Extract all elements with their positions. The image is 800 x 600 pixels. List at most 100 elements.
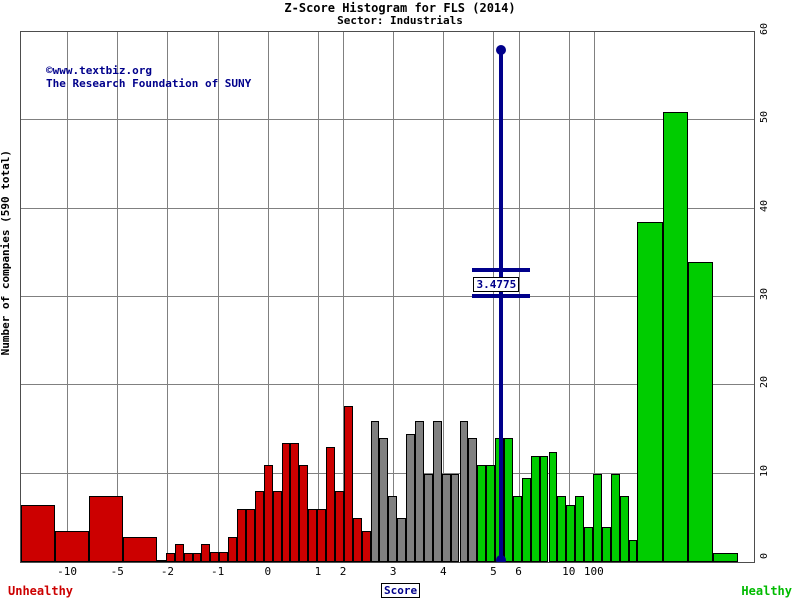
- histogram-bar: [388, 495, 398, 562]
- x-tick-label: 4: [440, 565, 447, 578]
- gridline-vertical: [67, 32, 69, 562]
- chart-title: Z-Score Histogram for FLS (2014): [284, 1, 516, 15]
- histogram-bar: [406, 433, 415, 562]
- marker-line: [499, 49, 504, 562]
- y-tick-label: 20: [759, 376, 770, 389]
- histogram-bar: [379, 438, 389, 562]
- x-tick-label: -2: [160, 565, 175, 578]
- gridline-horizontal: [21, 119, 754, 121]
- legend-unhealthy: Unhealthy: [8, 584, 74, 598]
- histogram-bar: [486, 464, 496, 562]
- histogram-bar: [539, 456, 549, 562]
- histogram-bar: [334, 491, 344, 562]
- histogram-bar: [21, 504, 55, 562]
- legend-healthy: Healthy: [741, 584, 792, 598]
- gridline-vertical: [568, 32, 570, 562]
- histogram-bar: [619, 495, 629, 562]
- histogram-bar: [477, 464, 487, 562]
- histogram-bar: [165, 553, 175, 562]
- marker-dot-bottom: [496, 555, 507, 562]
- histogram-bar: [415, 420, 424, 562]
- histogram-bar: [370, 420, 380, 562]
- y-tick-label: 0: [759, 553, 770, 560]
- histogram-bar: [183, 553, 193, 562]
- histogram-bar: [432, 420, 442, 562]
- histogram-bar: [450, 473, 460, 562]
- gridline-horizontal: [21, 384, 754, 386]
- histogram-bar: [88, 495, 123, 562]
- plot-area: 3.4775 ©www.textbiz.org The Research Fou…: [20, 31, 755, 563]
- gridline-vertical: [393, 32, 395, 562]
- x-tick-label: 0: [264, 565, 272, 578]
- histogram-bar: [441, 473, 451, 562]
- histogram-bar: [610, 473, 620, 562]
- histogram-bar: [299, 464, 309, 562]
- chart-subtitle: Sector: Industrials: [337, 14, 463, 27]
- gridline-vertical: [317, 32, 319, 562]
- y-tick-label: 40: [759, 199, 770, 212]
- histogram-bar: [459, 420, 469, 562]
- histogram-bar: [584, 526, 593, 562]
- histogram-bar: [423, 473, 433, 562]
- x-tick-label: 100: [583, 565, 604, 578]
- histogram-bar: [530, 456, 540, 562]
- x-axis-label-score: Score: [381, 583, 421, 598]
- histogram-bar: [512, 495, 522, 562]
- gridline-vertical: [167, 32, 169, 562]
- credit-line-2: The Research Foundation of SUNY: [46, 77, 252, 90]
- histogram-bar: [290, 442, 300, 562]
- gridline-horizontal: [21, 31, 754, 32]
- x-tick-label: 10: [562, 565, 576, 578]
- histogram-bar: [54, 531, 89, 562]
- histogram-bar: [326, 447, 335, 562]
- gridline-vertical: [117, 32, 119, 562]
- y-tick-label: 50: [759, 111, 770, 124]
- histogram-bar: [352, 517, 362, 562]
- histogram-bar: [687, 261, 713, 562]
- gridline-horizontal: [21, 207, 754, 209]
- histogram-bar: [343, 405, 353, 562]
- credit-line-1: ©www.textbiz.org: [46, 64, 152, 77]
- histogram-bar: [397, 517, 407, 562]
- histogram-bar: [201, 544, 211, 562]
- histogram-bar: [548, 451, 558, 562]
- histogram-bar: [281, 442, 291, 562]
- histogram-bar: [254, 491, 264, 562]
- gridline-horizontal: [21, 296, 754, 297]
- histogram-bar: [192, 553, 202, 562]
- gridline-vertical: [593, 32, 595, 562]
- histogram-bar: [557, 495, 567, 562]
- marker-bracket-bottom: [472, 293, 531, 298]
- histogram-bar: [272, 491, 282, 562]
- histogram-bar: [174, 544, 184, 562]
- histogram-bar: [219, 552, 229, 562]
- y-tick-label: 60: [759, 23, 770, 36]
- histogram-bar: [210, 552, 220, 562]
- histogram-bar: [228, 537, 237, 562]
- histogram-bar: [263, 464, 273, 562]
- histogram-bar: [628, 539, 638, 562]
- x-tick-label: -10: [57, 565, 78, 578]
- histogram-bar: [662, 111, 688, 562]
- histogram-bar: [308, 509, 318, 562]
- x-tick-label: 2: [339, 565, 347, 578]
- x-tick-label: -5: [110, 565, 124, 578]
- gridline-vertical: [443, 32, 445, 562]
- x-tick-label: -1: [210, 565, 225, 578]
- histogram-bar: [156, 560, 166, 562]
- x-tick-label: 3: [389, 565, 397, 578]
- histogram-bar: [521, 478, 531, 562]
- marker-value-label: 3.4775: [473, 276, 520, 292]
- histogram-bar: [712, 553, 738, 562]
- histogram-bar: [601, 526, 611, 562]
- y-tick-label: 10: [759, 464, 770, 477]
- x-tick-label: 1: [314, 565, 322, 578]
- y-axis-title: Number of companies (590 total): [0, 150, 12, 356]
- histogram-bar: [575, 495, 585, 562]
- y-tick-label: 30: [759, 288, 770, 301]
- gridline-vertical: [217, 32, 219, 562]
- histogram-bar: [245, 509, 255, 562]
- histogram-bar: [317, 509, 326, 562]
- gridline-vertical: [343, 32, 344, 562]
- gridline-vertical: [267, 32, 269, 562]
